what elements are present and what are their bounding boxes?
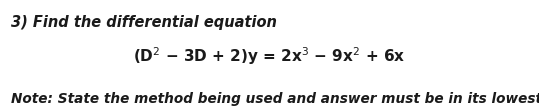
Text: 3) Find the differential equation: 3) Find the differential equation (11, 15, 277, 30)
Text: Note: State the method being used and answer must be in its lowest term.: Note: State the method being used and an… (11, 92, 539, 106)
Text: (D$^2$ − 3D + 2)y = 2x$^3$ − 9x$^2$ + 6x: (D$^2$ − 3D + 2)y = 2x$^3$ − 9x$^2$ + 6x (133, 45, 406, 67)
